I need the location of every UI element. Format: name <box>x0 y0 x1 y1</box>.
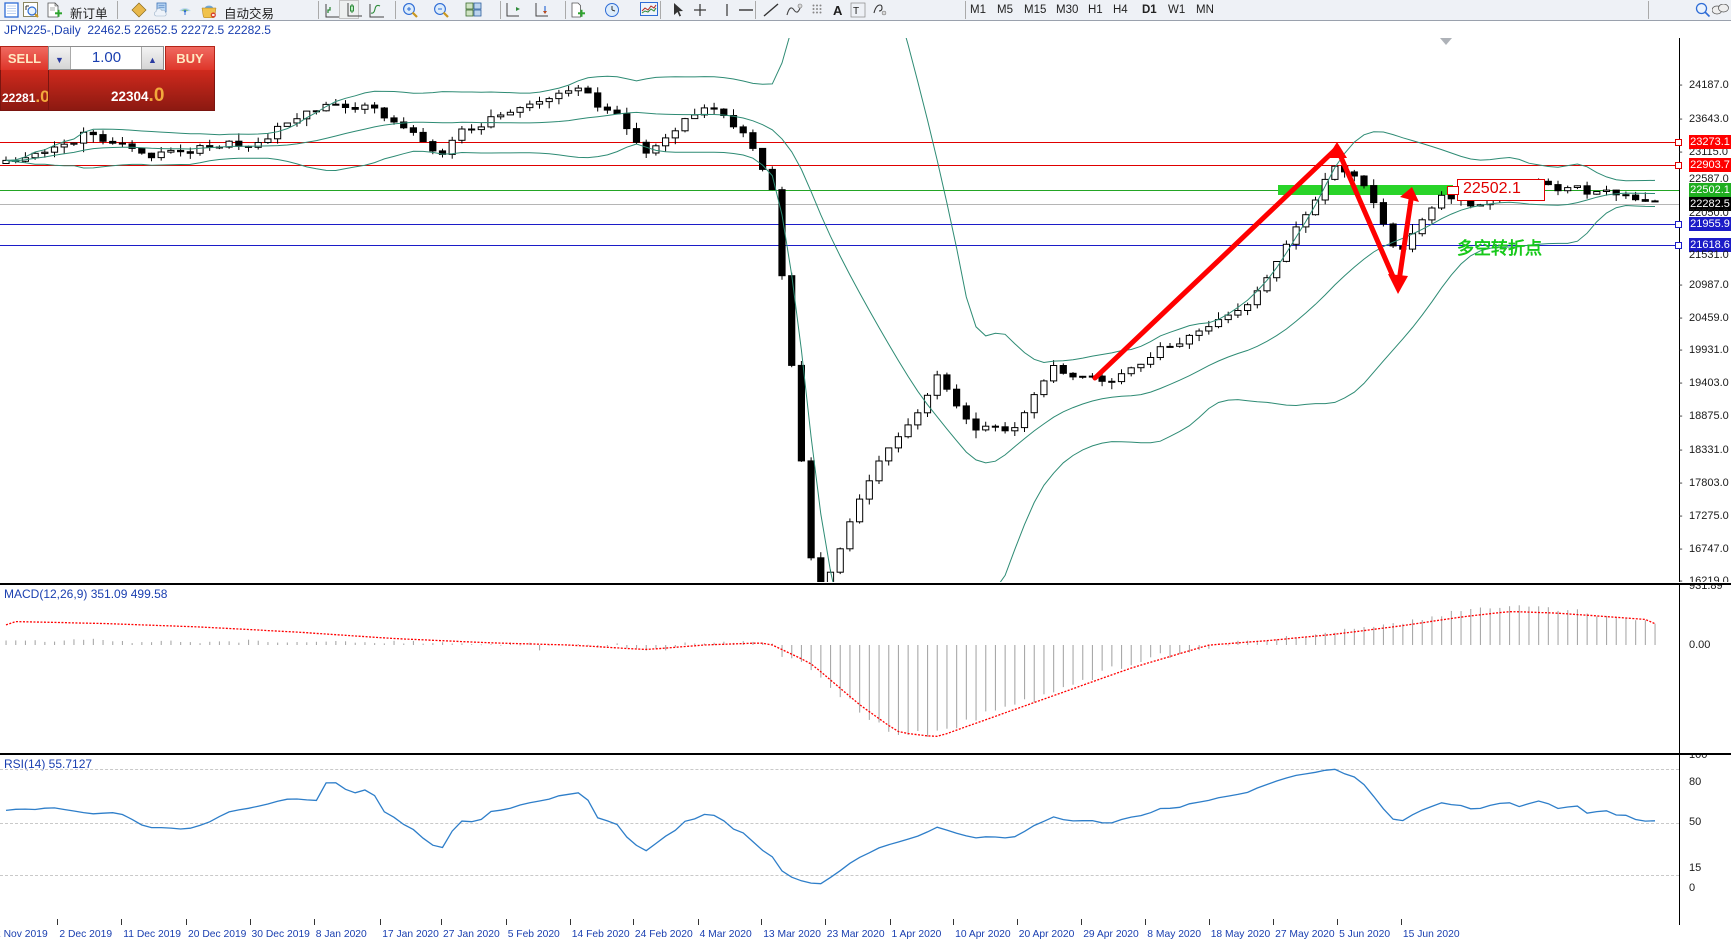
svg-text:T: T <box>853 6 859 17</box>
